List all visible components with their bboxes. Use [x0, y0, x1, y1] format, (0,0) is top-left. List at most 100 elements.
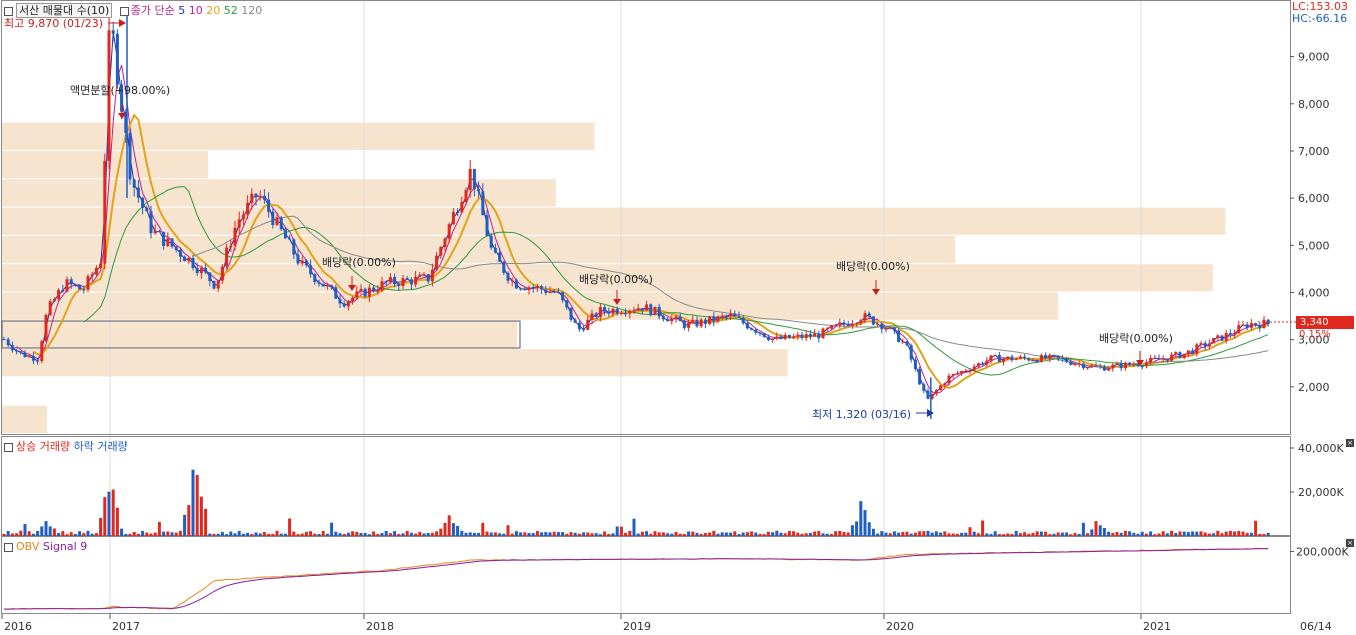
volume-bar-4	[19, 530, 23, 536]
volume-bar-181	[762, 534, 766, 536]
candle-body-135	[569, 307, 573, 320]
volume-bar-285	[1199, 531, 1203, 536]
candle-body-52	[220, 266, 224, 281]
volume-bar-268	[1128, 531, 1132, 536]
volume-bar-131	[552, 531, 556, 536]
volume-bar-263	[1107, 531, 1111, 536]
title-label[interactable]: 서산 매물대 수(10)	[16, 3, 113, 18]
volume-bar-269	[1132, 532, 1136, 536]
volume-bar-78	[330, 522, 334, 536]
volume-close-icon[interactable]: ×	[1346, 439, 1354, 447]
candle-body-28	[120, 84, 124, 112]
volume-bar-153	[645, 531, 649, 536]
candle-body-139	[586, 319, 590, 330]
candle-body-188	[792, 336, 796, 339]
volume-bars[interactable]	[2, 469, 1270, 536]
candle-body-120	[506, 272, 510, 281]
down-volume-label[interactable]: 하락 거래량	[73, 440, 128, 453]
candle-body-179	[754, 329, 758, 333]
candle-body-177	[745, 323, 749, 329]
volume-bar-94	[397, 534, 401, 536]
volume-bar-276	[1161, 531, 1165, 536]
volume-toggle-icon[interactable]	[4, 442, 13, 452]
ma-toggle-icon[interactable]	[119, 6, 129, 16]
volume-bar-205	[863, 510, 867, 536]
candle-body-175	[737, 316, 741, 318]
ma-label[interactable]: 종가 단순	[130, 4, 175, 17]
volume-bar-66	[279, 533, 283, 536]
up-volume-label[interactable]: 상승 거래량	[16, 440, 71, 453]
volume-bar-201	[846, 532, 850, 536]
volume-bar-47	[199, 496, 203, 536]
dividend-annotation-3: 배당락(0.00%)	[1099, 332, 1173, 345]
candle-body-290	[1220, 335, 1224, 341]
volume-bar-108	[456, 525, 460, 536]
candle-body-202	[850, 323, 854, 326]
obv-label[interactable]: OBV	[16, 540, 40, 553]
candle-body-162	[682, 321, 686, 328]
volume-bar-104	[439, 528, 443, 536]
volume-bar-6	[27, 531, 31, 536]
volume-bar-21	[90, 533, 94, 536]
indicator-toggle-icon[interactable]	[4, 6, 13, 16]
candle-body-253	[1065, 358, 1069, 363]
volume-bar-235	[989, 534, 993, 536]
obv-close-icon[interactable]: ×	[1346, 539, 1354, 547]
volume-bar-62	[262, 531, 266, 536]
candle-body-281	[1182, 353, 1186, 358]
volume-bar-186	[783, 533, 787, 536]
candlesticks[interactable]	[2, 15, 1270, 419]
volume-bar-178	[750, 531, 754, 536]
volume-bar-217	[913, 532, 917, 536]
candle-body-26	[111, 30, 115, 34]
volume-bar-188	[792, 531, 796, 536]
volume-bar-88	[372, 531, 376, 536]
annotations: 최고 9,870 (01/23) 액면분할(+98.00%) 최저 1,320 (0…	[4, 17, 1296, 421]
candle-body-12	[52, 299, 56, 302]
volume-bar-197	[829, 534, 833, 536]
candle-body-242	[1018, 356, 1022, 359]
volume-bar-216	[909, 533, 913, 536]
candle-body-1	[6, 339, 10, 346]
obv-line	[3, 547, 1269, 610]
candle-body-63	[267, 199, 271, 212]
candle-body-35	[149, 211, 153, 234]
candle-body-23	[99, 263, 103, 268]
volume-bar-199	[838, 530, 842, 536]
candle-body-224	[943, 383, 947, 386]
y-tick-label-3: 6,000	[1298, 192, 1330, 205]
candle-body-171	[720, 315, 724, 317]
volume-bar-274	[1153, 534, 1157, 536]
volume-bar-22	[94, 533, 98, 536]
volume-bar-107	[451, 523, 455, 536]
volume-bar-30	[128, 533, 132, 536]
volume-bar-54	[229, 531, 233, 536]
candle-body-187	[787, 334, 791, 339]
volume-bar-2	[10, 533, 14, 536]
candle-body-205	[863, 313, 867, 321]
volume-bar-259	[1090, 529, 1094, 536]
volume-bar-125	[527, 533, 531, 536]
y-tick-label-4: 5,000	[1298, 239, 1330, 252]
volume-bar-184	[775, 530, 779, 536]
volume-bar-264	[1111, 532, 1115, 536]
candle-body-266	[1119, 363, 1123, 369]
candle-body-14	[61, 290, 65, 292]
candle-body-293	[1233, 333, 1237, 335]
volume-bar-157	[661, 532, 665, 536]
candle-body-20	[86, 276, 90, 290]
obv-toggle-icon[interactable]	[4, 542, 13, 552]
volume-bar-119	[502, 533, 506, 536]
candle-body-291	[1224, 333, 1228, 341]
x-tick-label-5: 2021	[1143, 620, 1171, 633]
candle-body-91	[384, 281, 388, 283]
volume-bar-280	[1178, 531, 1182, 536]
candle-body-299	[1258, 324, 1262, 329]
candle-body-22	[94, 267, 98, 275]
candle-body-121	[510, 280, 514, 282]
candle-body-267	[1123, 362, 1127, 369]
volume-bar-132	[556, 532, 560, 536]
volume-bar-23	[99, 517, 103, 536]
signal-label[interactable]: Signal 9	[42, 540, 88, 553]
